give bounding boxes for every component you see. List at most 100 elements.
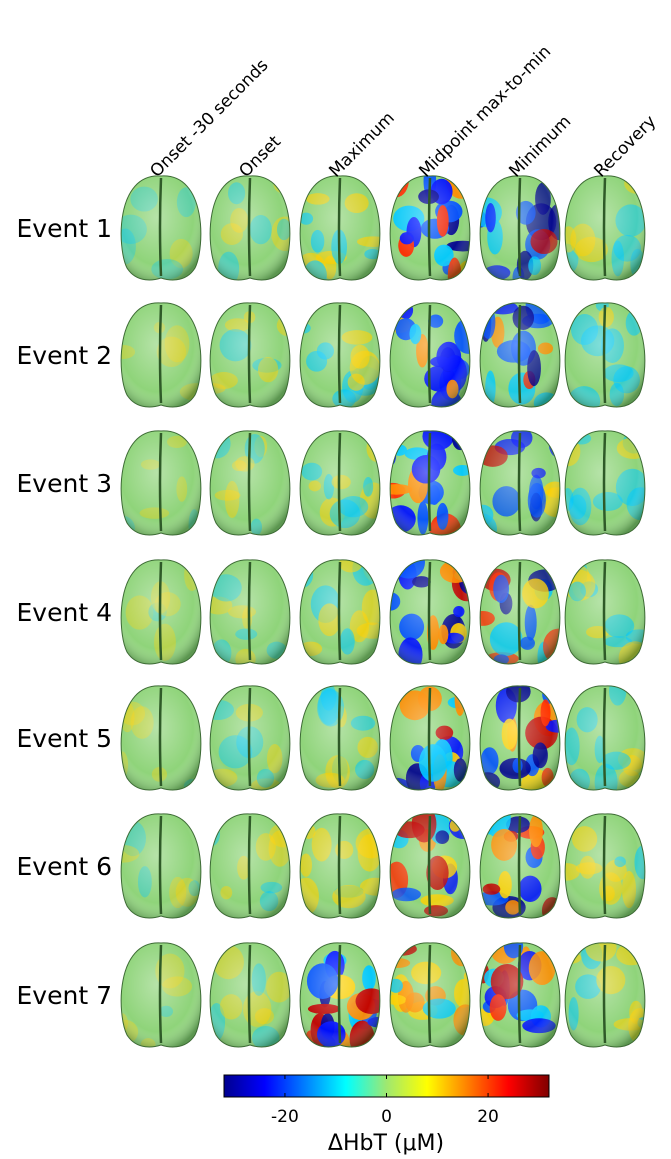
brain-fissure xyxy=(158,304,163,404)
brain-fissure xyxy=(602,687,607,787)
brain-fissure xyxy=(517,944,522,1044)
brain-outline xyxy=(479,942,561,1048)
brain-outline xyxy=(120,942,202,1048)
brain-fissure xyxy=(337,304,342,404)
brain-outline xyxy=(299,430,381,536)
colorbar-tick-label: 20 xyxy=(477,1107,499,1127)
brain-map xyxy=(565,175,645,280)
brain-outline xyxy=(389,685,471,791)
brain-outline xyxy=(209,302,291,408)
brain-fissure xyxy=(337,944,342,1044)
brain-fissure xyxy=(158,687,163,787)
brain-outline xyxy=(120,302,202,408)
brain-fissure xyxy=(247,432,252,532)
brain-outline xyxy=(209,430,291,536)
brain-fissure xyxy=(337,177,342,277)
brain-map xyxy=(121,942,201,1047)
brain-fissure xyxy=(517,177,522,277)
brain-map xyxy=(210,175,290,280)
brain-fissure xyxy=(602,177,607,277)
brain-fissure xyxy=(517,304,522,404)
row-label: Event 7 xyxy=(17,981,112,1010)
brain-fissure xyxy=(247,561,252,661)
brain-map xyxy=(210,302,290,407)
brain-map xyxy=(300,942,380,1047)
brain-fissure xyxy=(247,944,252,1044)
activation-blob xyxy=(300,175,319,187)
brain-fissure xyxy=(158,177,163,277)
brain-outline xyxy=(209,685,291,791)
brain-outline xyxy=(389,813,471,919)
brain-fissure xyxy=(247,304,252,404)
brain-fissure xyxy=(517,432,522,532)
brain-fissure xyxy=(247,815,252,915)
brain-outline xyxy=(564,302,646,408)
row-label: Event 2 xyxy=(17,341,112,370)
brain-fissure xyxy=(517,687,522,787)
brain-fissure xyxy=(247,687,252,787)
brain-outline xyxy=(299,175,381,281)
brain-outline xyxy=(389,559,471,665)
brain-fissure xyxy=(602,561,607,661)
brain-outline xyxy=(120,559,202,665)
brain-fissure xyxy=(158,944,163,1044)
brain-outline xyxy=(564,813,646,919)
brain-map xyxy=(480,942,560,1047)
brain-outline xyxy=(299,942,381,1048)
colorbar-tick-label: 0 xyxy=(381,1107,392,1127)
brain-map xyxy=(390,813,470,918)
brain-outline xyxy=(209,559,291,665)
brain-fissure xyxy=(337,561,342,661)
brain-outline xyxy=(299,559,381,665)
brain-fissure xyxy=(602,432,607,532)
brain-outline xyxy=(389,302,471,408)
colorbar-label: ΔHbT (μM) xyxy=(328,1131,444,1156)
brain-outline xyxy=(299,813,381,919)
brain-fissure xyxy=(427,304,432,404)
brain-map xyxy=(390,942,470,1047)
brain-outline xyxy=(120,430,202,536)
brain-fissure xyxy=(427,432,432,532)
brain-map xyxy=(300,559,380,664)
brain-fissure xyxy=(517,815,522,915)
brain-map xyxy=(121,430,201,535)
brain-outline xyxy=(564,685,646,791)
brain-outline xyxy=(209,175,291,281)
brain-outline xyxy=(389,430,471,536)
brain-map xyxy=(565,813,645,918)
brain-outline xyxy=(564,430,646,536)
brain-outline xyxy=(479,559,561,665)
brain-outline xyxy=(479,813,561,919)
brain-outline xyxy=(120,685,202,791)
brain-map xyxy=(390,430,470,535)
brain-fissure xyxy=(247,177,252,277)
brain-outline xyxy=(209,813,291,919)
brain-outline xyxy=(564,559,646,665)
brain-outline xyxy=(389,175,471,281)
brain-map xyxy=(121,302,201,407)
column-header: Maximum xyxy=(325,108,398,181)
brain-fissure xyxy=(427,177,432,277)
brain-fissure xyxy=(427,687,432,787)
brain-fissure xyxy=(427,561,432,661)
brain-fissure xyxy=(427,944,432,1044)
brain-fissure xyxy=(602,304,607,404)
activation-blob xyxy=(463,302,470,319)
activation-blob xyxy=(300,813,314,825)
colorbar-tick-label: -20 xyxy=(271,1107,299,1127)
brain-outline xyxy=(564,942,646,1048)
brain-fissure xyxy=(337,815,342,915)
brain-outline xyxy=(299,685,381,791)
column-header: Onset xyxy=(235,132,285,182)
row-label: Event 3 xyxy=(17,469,112,498)
brain-map xyxy=(565,559,645,664)
brain-map xyxy=(390,175,470,280)
brain-fissure xyxy=(602,944,607,1044)
row-label: Event 5 xyxy=(17,724,112,753)
brain-outline xyxy=(479,685,561,791)
brain-outline xyxy=(564,175,646,281)
brain-outline xyxy=(479,175,561,281)
column-header: Minimum xyxy=(505,112,575,182)
brain-fissure xyxy=(602,815,607,915)
brain-fissure xyxy=(158,561,163,661)
